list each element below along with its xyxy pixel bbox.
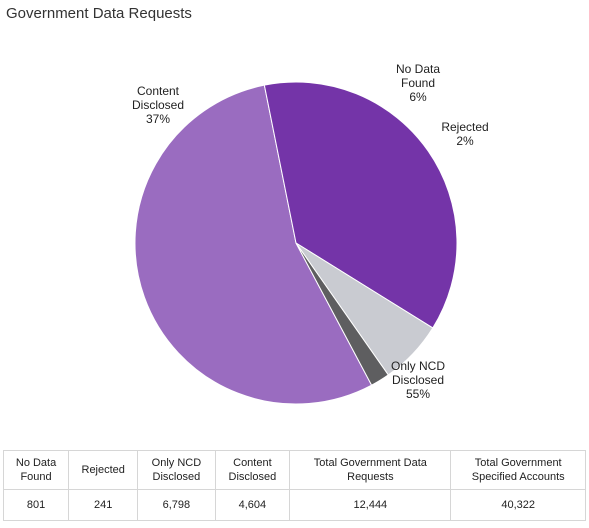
pie-chart: Only NCD Disclosed 55% Content Disclosed 37% N…: [132, 62, 489, 405]
table-cell: 4,604: [214, 489, 291, 521]
column-header: Only NCD Disclosed: [137, 450, 216, 490]
column-header: Total Government Specified Accounts: [450, 450, 586, 490]
table-cell: 241: [68, 489, 139, 521]
chart-title: Government Data Requests: [6, 5, 192, 22]
column-header: No Data Found: [2, 450, 70, 490]
table-row: 801 241 6,798 4,604 12,444 40,322: [2, 489, 586, 521]
column-header: Content Disclosed: [214, 450, 291, 490]
slice-label: No Data Found 6%: [396, 62, 440, 104]
column-header: Rejected: [68, 450, 139, 490]
table-cell: 801: [2, 489, 70, 521]
table-cell: 40,322: [450, 489, 586, 521]
pie-slice: [263, 81, 458, 329]
slice-label: Only NCD Disclosed 55%: [391, 359, 445, 401]
table-cell: 12,444: [289, 489, 452, 521]
pie-slice: [134, 84, 373, 405]
slice-label: Content Disclosed 37%: [132, 84, 184, 126]
pie-slice: [295, 242, 389, 386]
column-header: Total Government Data Requests: [289, 450, 452, 490]
table-header-row: No Data Found Rejected Only NCD Disclosed Con…: [2, 450, 586, 490]
table-cell: 6,798: [137, 489, 216, 521]
slice-label: Rejected 2%: [441, 120, 488, 148]
data-table: No Data Found Rejected Only NCD Disclosed Con…: [2, 450, 586, 521]
